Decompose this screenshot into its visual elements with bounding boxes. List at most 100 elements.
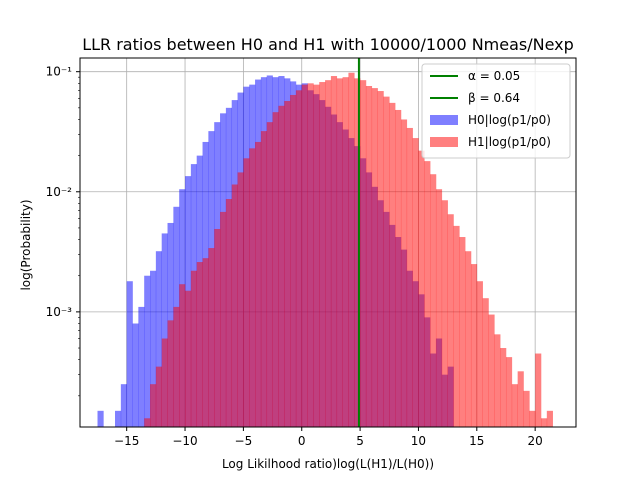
y-tick-label: 10⁻³ xyxy=(46,305,73,319)
h1-bar xyxy=(517,371,524,427)
h1-bar xyxy=(307,83,314,427)
h1-bar xyxy=(418,150,425,427)
h0-bar xyxy=(138,306,145,427)
x-tick-label: 15 xyxy=(469,434,484,448)
h1-bar xyxy=(482,298,489,427)
h1-bar xyxy=(465,251,472,427)
h1-bar xyxy=(260,131,268,427)
h1-bar xyxy=(488,314,495,427)
y-tick-label: 10⁻² xyxy=(46,185,73,199)
h1-bar xyxy=(284,101,291,427)
legend-label: H0|log(p1/p0) xyxy=(468,113,551,127)
h1-bar xyxy=(540,418,548,427)
h1-bar xyxy=(179,284,186,427)
h1-bar xyxy=(155,366,162,427)
h1-bar xyxy=(360,80,367,427)
h1-bar xyxy=(190,270,198,427)
h1-bar xyxy=(511,384,518,427)
h1-bar xyxy=(208,248,215,427)
h1-bar xyxy=(523,390,530,427)
h1-bar xyxy=(430,174,437,427)
h1-bar xyxy=(196,262,203,427)
h0-bar xyxy=(132,323,139,427)
x-tick-label: −10 xyxy=(172,434,197,448)
h1-bar xyxy=(295,90,303,427)
h1-bar xyxy=(365,85,373,428)
h1-bar xyxy=(214,228,221,427)
h1-bar xyxy=(144,418,151,427)
h1-bar xyxy=(202,258,209,427)
h1-bar xyxy=(249,148,256,427)
h1-bar xyxy=(167,320,174,427)
h1-bar xyxy=(319,82,326,428)
legend-box xyxy=(421,63,571,159)
h1-bar xyxy=(354,78,361,427)
h1-bar xyxy=(476,281,483,427)
chart-title: LLR ratios between H0 and H1 with 10000/… xyxy=(82,35,574,54)
h1-bar xyxy=(459,237,466,427)
h0-bar xyxy=(155,251,162,427)
h1-bar xyxy=(313,84,320,428)
legend-patch-swatch xyxy=(430,137,458,147)
h1-bar xyxy=(336,78,343,427)
h1-bar xyxy=(546,410,553,427)
h1-bar xyxy=(400,119,408,427)
h0-bar xyxy=(97,410,104,427)
h1-bar xyxy=(272,112,279,427)
h1-bar xyxy=(348,72,355,427)
h1-bar xyxy=(243,158,250,427)
h1-bar xyxy=(325,80,332,427)
h1-bar xyxy=(301,84,308,428)
h1-bar xyxy=(371,88,378,427)
h1-bar xyxy=(500,348,507,427)
h1-bar xyxy=(161,338,168,427)
h1-bar xyxy=(330,76,338,428)
h1-bar xyxy=(447,214,454,427)
h0-bar xyxy=(120,384,127,427)
x-tick-label: −15 xyxy=(114,434,139,448)
h1-bar xyxy=(231,184,238,427)
x-axis-label: Log Likilhood ratio)log(L(H1)/L(H0)) xyxy=(222,457,434,471)
x-tick-label: 5 xyxy=(356,434,364,448)
h1-bar xyxy=(441,200,448,427)
h1-bar xyxy=(470,264,478,427)
h1-bar xyxy=(535,353,542,427)
h0-bar xyxy=(144,275,151,427)
h1-bar xyxy=(389,102,396,427)
h1-bar xyxy=(435,189,443,427)
h1-bar xyxy=(494,334,501,427)
legend-patch-swatch xyxy=(430,115,458,125)
h1-bar xyxy=(185,290,192,427)
h1-bar xyxy=(255,141,262,427)
h1-bar xyxy=(377,91,384,427)
h1-bar xyxy=(342,77,349,427)
h1-bar xyxy=(150,384,157,427)
x-tick-label: 20 xyxy=(528,434,543,448)
x-tick-label: −5 xyxy=(235,434,253,448)
h0-bar xyxy=(126,281,133,427)
y-tick-label: 10⁻¹ xyxy=(46,65,73,79)
h1-bar xyxy=(225,199,233,427)
h0-bar xyxy=(150,270,157,427)
legend-label: H1|log(p1/p0) xyxy=(468,135,551,149)
x-tick-label: 0 xyxy=(298,434,306,448)
h1-bar xyxy=(383,96,390,428)
h1-bar xyxy=(406,127,413,428)
h1-bar xyxy=(412,138,419,428)
h0-bar xyxy=(161,233,168,427)
h1-bar xyxy=(505,357,513,427)
h1-bar xyxy=(278,105,285,428)
h1-bar xyxy=(453,225,460,427)
h1-bar xyxy=(237,172,244,427)
y-axis-label: log(Probability) xyxy=(19,199,33,290)
legend-label: α = 0.05 xyxy=(468,69,520,83)
h1-bar xyxy=(266,122,273,427)
h1-bar xyxy=(529,410,536,427)
axes-frame xyxy=(79,57,577,428)
h1-bar xyxy=(290,94,297,427)
h1-bar xyxy=(424,161,431,428)
h1-bar xyxy=(395,109,402,428)
h1-bar xyxy=(173,306,180,427)
x-tick-label: 10 xyxy=(411,434,426,448)
